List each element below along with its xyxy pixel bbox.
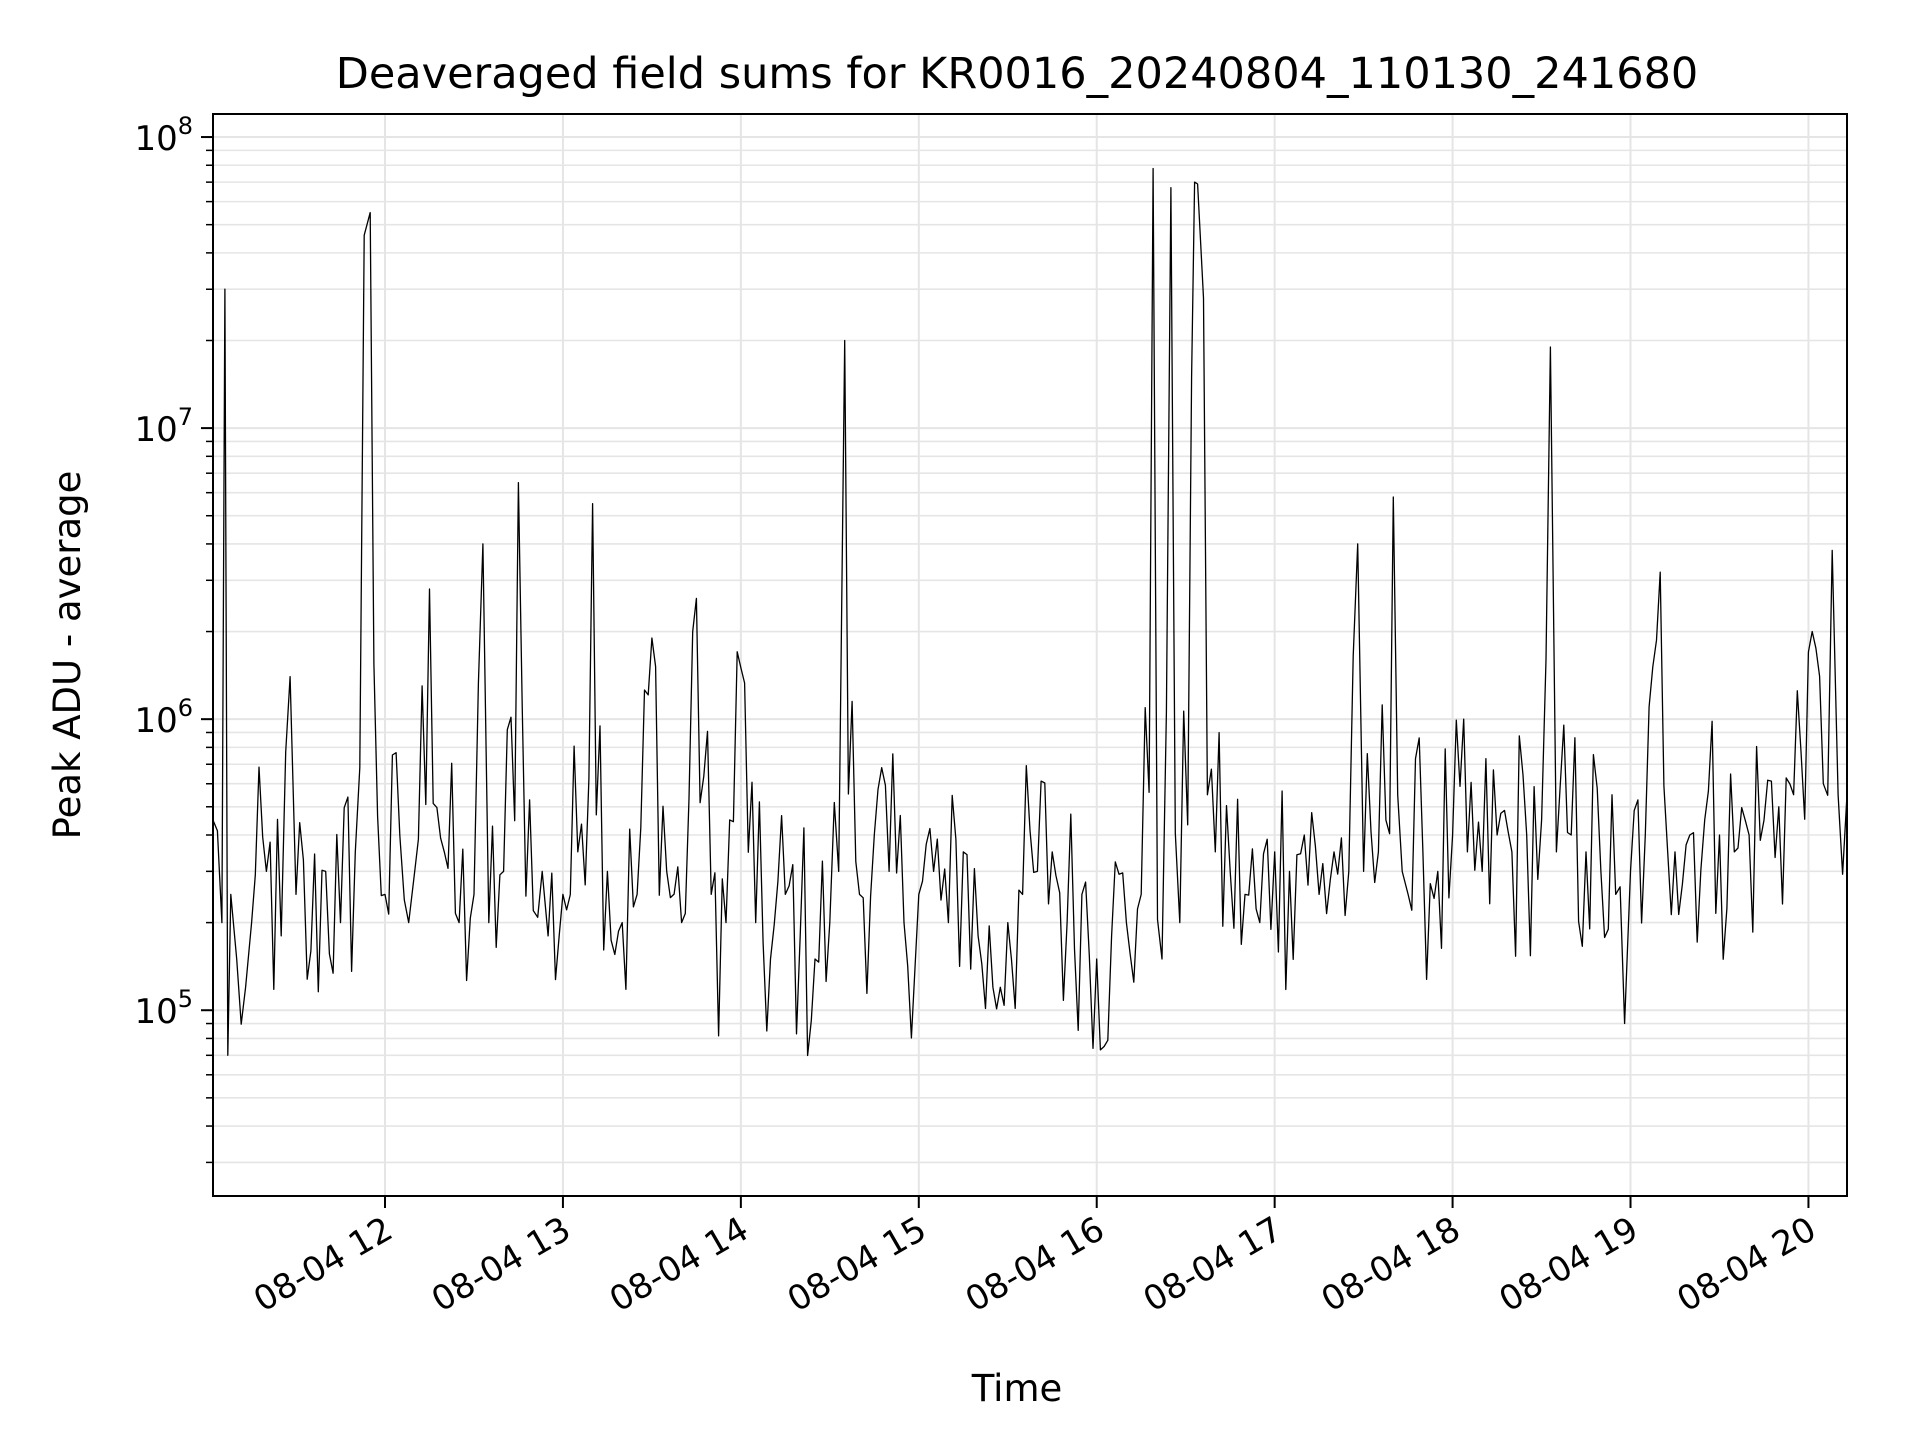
y-tick-label: 106 xyxy=(134,694,193,741)
y-tick-label: 105 xyxy=(134,985,193,1032)
chart-title: Deaveraged field sums for KR0016_2024080… xyxy=(336,49,1699,99)
y-axis-label: Peak ADU - average xyxy=(46,471,89,840)
series-line xyxy=(212,167,1848,1057)
plot-frame xyxy=(212,113,1848,1197)
data-series xyxy=(212,167,1848,1057)
grid xyxy=(213,114,1847,1196)
y-tick-label: 108 xyxy=(134,112,193,159)
y-axis: 105 106 107 108 xyxy=(134,112,213,1164)
x-axis-label: Time xyxy=(971,1367,1063,1410)
y-tick-label: 107 xyxy=(134,403,193,450)
